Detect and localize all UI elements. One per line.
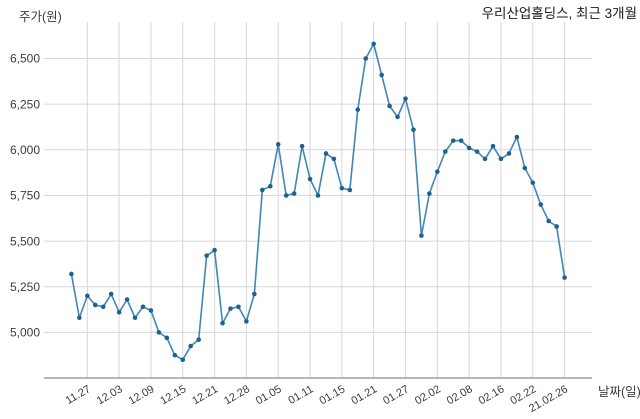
svg-text:12.21: 12.21 <box>190 383 220 407</box>
y-axis-tick-labels: 5,000 5,250 5,500 5,750 6,000 6,250 6,500 <box>10 52 40 340</box>
svg-text:01.05: 01.05 <box>254 383 284 407</box>
svg-text:5,250: 5,250 <box>10 280 40 294</box>
svg-text:01.27: 01.27 <box>381 383 411 407</box>
svg-text:6,000: 6,000 <box>10 143 40 157</box>
svg-text:01.21: 01.21 <box>349 383 379 407</box>
svg-text:01.11: 01.11 <box>286 383 315 407</box>
svg-text:12.03: 12.03 <box>95 383 125 407</box>
svg-text:6,250: 6,250 <box>10 97 40 111</box>
svg-text:6,500: 6,500 <box>10 52 40 66</box>
x-axis-tick-labels: 11.27 12.03 12.09 12.15 12.21 12.28 01.05 01.11… <box>64 383 570 415</box>
svg-text:5,500: 5,500 <box>10 234 40 248</box>
vertical-gridlines <box>86 22 566 378</box>
svg-text:02.08: 02.08 <box>445 383 475 407</box>
svg-text:5,000: 5,000 <box>10 326 40 340</box>
horizontal-gridlines <box>44 58 592 333</box>
svg-text:11.27: 11.27 <box>64 383 93 407</box>
x-axis-title: 날짜(일) <box>598 385 640 399</box>
y-axis-title: 주가(원) <box>19 10 62 24</box>
svg-text:5,750: 5,750 <box>10 189 40 203</box>
data-point-markers <box>69 41 567 363</box>
svg-text:01.15: 01.15 <box>318 383 348 407</box>
chart-title: 우리산업홀딩스, 최근 3개월 <box>482 6 637 21</box>
svg-text:12.09: 12.09 <box>127 383 157 407</box>
svg-text:02.02: 02.02 <box>413 383 443 407</box>
svg-text:12.15: 12.15 <box>158 383 188 407</box>
svg-text:02.16: 02.16 <box>477 383 507 407</box>
svg-text:12.28: 12.28 <box>222 383 252 407</box>
price-line-series <box>70 43 566 361</box>
